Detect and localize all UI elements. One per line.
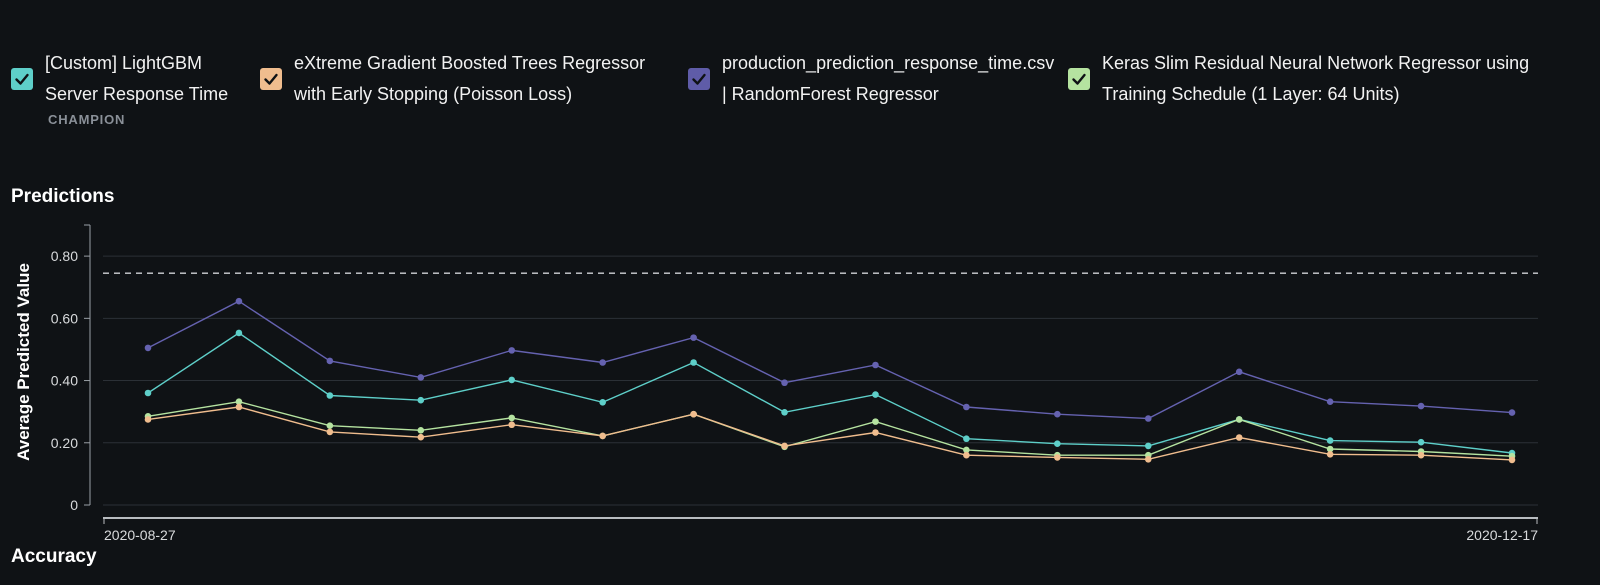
data-point (508, 421, 516, 429)
data-point (872, 418, 879, 425)
x-tick-label-start: 2020-08-27 (104, 527, 176, 543)
x-tick-label-end: 2020-12-17 (1466, 527, 1538, 543)
legend-label: with Early Stopping (Poisson Loss) (294, 84, 573, 104)
legend-label: Keras Slim Residual Neural Network Regre… (1102, 53, 1530, 73)
data-point (235, 398, 243, 406)
data-point (1144, 455, 1152, 463)
data-point (1326, 450, 1334, 458)
data-point (417, 374, 425, 381)
data-point (235, 297, 243, 305)
data-point (1326, 437, 1334, 444)
series-line-1 (147, 332, 1513, 454)
data-point (872, 429, 879, 436)
checkmark-icon (264, 73, 278, 85)
chart-legend: [Custom] LightGBM Server Response Time C… (0, 0, 1600, 140)
legend-label: eXtreme Gradient Boosted Trees Regressor (294, 53, 646, 73)
data-point (508, 376, 516, 384)
data-point (1144, 442, 1152, 450)
y-tick-label: 0.20 (51, 435, 78, 451)
data-point (1508, 456, 1516, 464)
legend-item-xgboost[interactable]: eXtreme Gradient Boosted Trees Regressor… (260, 48, 645, 110)
data-point (326, 422, 334, 429)
data-point (1508, 409, 1516, 416)
data-point (144, 416, 152, 423)
data-point (599, 432, 606, 440)
y-tick-label: 0.80 (51, 248, 78, 264)
series-line-2 (147, 400, 1513, 457)
legend-item-keras[interactable]: Keras Slim Residual Neural Network Regre… (1068, 48, 1529, 110)
data-point (1054, 440, 1061, 448)
legend-label: production_prediction_response_time.csv (722, 53, 1055, 73)
data-point (417, 433, 425, 441)
data-point (326, 428, 334, 436)
data-point (872, 361, 879, 369)
predictions-title: Predictions (11, 186, 115, 207)
data-point (1417, 451, 1425, 459)
legend-checkbox[interactable] (11, 68, 33, 90)
data-point (1235, 434, 1243, 441)
data-point (144, 389, 152, 397)
data-point (1054, 410, 1061, 418)
series-line-3 (147, 406, 1513, 461)
data-point (1054, 454, 1061, 461)
data-point (1417, 402, 1425, 410)
data-point (963, 451, 970, 459)
data-point (235, 403, 243, 411)
checkmark-icon (15, 73, 29, 85)
data-point (417, 396, 425, 404)
legend-checkbox[interactable] (688, 68, 710, 90)
data-point (1144, 415, 1152, 422)
data-point (1235, 368, 1243, 376)
data-point (1235, 416, 1243, 423)
y-tick-label: 0 (70, 497, 78, 513)
legend-label: Server Response Time (45, 84, 229, 104)
legend-label: | RandomForest Regressor (722, 84, 939, 104)
legend-checkbox[interactable] (1068, 68, 1090, 90)
data-point (690, 334, 697, 341)
legend-checkbox[interactable] (260, 68, 282, 90)
data-point (1326, 445, 1334, 453)
data-point (690, 359, 697, 366)
data-point (1417, 438, 1425, 446)
data-point (326, 357, 334, 365)
data-point (781, 408, 788, 416)
data-point (235, 329, 243, 337)
legend-item-randomforest[interactable]: production_prediction_response_time.csv … (688, 48, 1054, 110)
data-point (599, 399, 606, 406)
data-point (508, 347, 516, 354)
data-point (963, 446, 970, 454)
data-point (599, 359, 606, 366)
y-tick-label: 0.40 (51, 373, 78, 389)
data-point (872, 391, 879, 398)
accuracy-title: Accuracy (11, 546, 97, 567)
legend-label: [Custom] LightGBM (45, 53, 203, 73)
legend-item-lightgbm[interactable]: [Custom] LightGBM Server Response Time C… (11, 48, 228, 128)
checkmark-icon (1072, 73, 1086, 85)
data-point (781, 442, 788, 450)
data-point (963, 403, 970, 411)
data-point (690, 410, 697, 418)
data-point (326, 392, 334, 399)
checkmark-icon (692, 73, 706, 85)
data-point (1326, 398, 1334, 406)
data-point (963, 435, 970, 443)
data-point (781, 379, 788, 387)
champion-badge: CHAMPION (48, 112, 126, 127)
series-line-0 (147, 300, 1513, 420)
y-tick-label: 0.60 (51, 310, 78, 326)
y-axis-title: Average Predicted Value (14, 263, 33, 461)
legend-label: Training Schedule (1 Layer: 64 Units) (1102, 84, 1400, 104)
data-point (144, 344, 152, 352)
data-point (417, 427, 425, 434)
data-point (508, 414, 516, 422)
